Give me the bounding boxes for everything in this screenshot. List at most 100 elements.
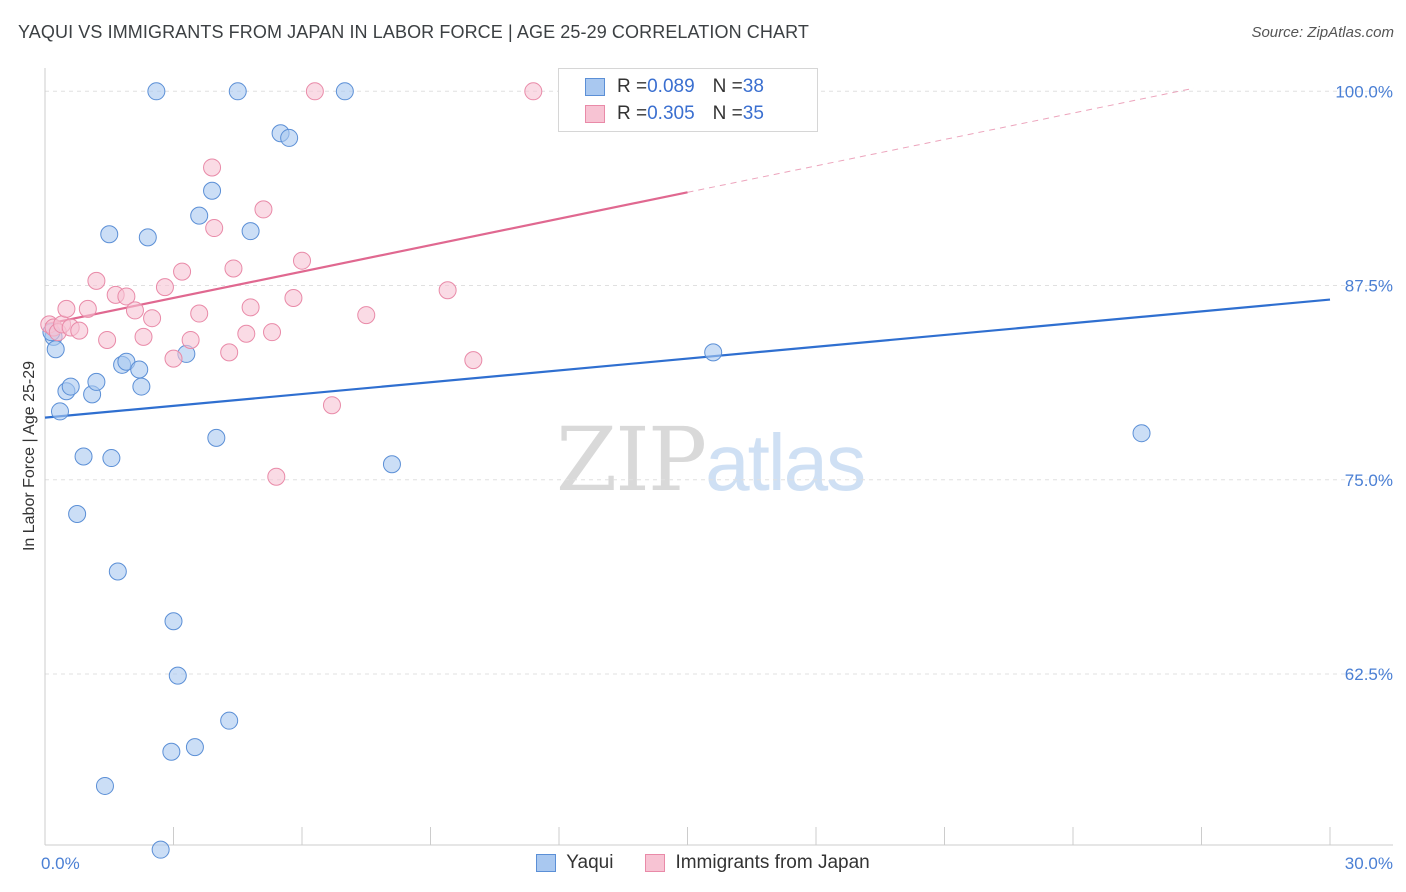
legend-r-label: R = [617,76,648,97]
legend-swatch-yaqui [585,78,605,96]
japan-point [155,278,174,297]
yaqui-point [164,612,183,631]
axes [44,68,1393,846]
legend-r-value: 0.305 [647,103,695,124]
yaqui-point [74,447,93,466]
yaqui-point [68,504,87,523]
legend-row-japan: R = 0.305 N = 35 [585,101,764,127]
japan-point [143,309,162,328]
japan-point [357,306,376,325]
y-tick-label: 75.0% [1345,471,1393,490]
japan-point [57,299,76,318]
y-tick-label: 87.5% [1345,277,1393,296]
series-legend: Yaqui Immigrants from Japan [0,852,1406,874]
japan-point [438,281,457,300]
yaqui-point [280,128,299,147]
yaqui-point [704,343,723,362]
legend-n-value: 38 [742,76,764,97]
yaqui-point [241,222,260,241]
y-tick-label: 62.5% [1345,665,1393,684]
japan-point [205,219,224,238]
yaqui-point [132,377,151,396]
yaqui-point [130,360,149,379]
series-legend-japan[interactable]: Immigrants from Japan [645,852,870,874]
yaqui-point [108,562,127,581]
y-axis-title: In Labor Force | Age 25-29 [21,361,38,551]
chart-title: YAQUI VS IMMIGRANTS FROM JAPAN IN LABOR … [18,22,809,42]
legend-r-label: R = [617,103,648,124]
series-swatch-yaqui [536,854,557,872]
yaqui-point [95,776,114,795]
yaqui-point [162,742,181,761]
japan-point [293,251,311,270]
x-tick-label: 30.0% [1345,854,1393,873]
yaqui-point [203,181,222,200]
yaqui-point [61,377,80,396]
series-label-yaqui: Yaqui [566,852,614,873]
yaqui-point [207,428,226,447]
japan-point [220,343,239,362]
trend-lines [44,87,1331,419]
yaqui-point [87,372,106,391]
japan-point [237,324,256,343]
series-label-japan: Immigrants from Japan [675,852,870,873]
x-tick-label: 0.0% [41,854,80,873]
yaqui-point [46,340,65,359]
japan-point [70,321,89,340]
data-points [40,82,1151,859]
yaqui-point [102,449,121,468]
legend-swatch-japan [585,105,605,123]
yaqui-point [382,455,401,474]
japan-point [173,262,192,281]
series-legend-yaqui[interactable]: Yaqui [536,852,613,874]
japan-point [254,200,273,219]
japan-point [190,304,209,323]
japan-point [98,330,117,349]
yaqui-point [335,82,354,101]
japan-trend-line [44,191,688,326]
yaqui-point [168,666,187,685]
legend-r-value: 0.089 [647,76,695,97]
legend-row-yaqui: R = 0.089 N = 38 [585,74,764,100]
correlation-legend: R = 0.089 N = 38 R = 0.305 N = 35 [558,68,818,132]
grid-lines [45,90,1390,675]
japan-point [87,271,106,290]
yaqui-point [228,82,247,101]
yaqui-point [50,402,69,421]
yaqui-point [185,738,204,757]
y-tick-label: 100.0% [1335,82,1393,101]
japan-point [241,298,260,317]
japan-point [181,330,200,349]
yaqui-point [190,206,209,225]
japan-point [78,299,97,318]
japan-point [224,259,243,278]
japan-point [464,351,483,370]
legend-n-value: 35 [742,103,764,124]
yaqui-point [1132,424,1151,443]
japan-point [125,301,144,320]
source-label: Source: ZipAtlas.com [1251,24,1394,41]
japan-point [267,467,286,486]
japan-point [134,327,153,346]
japan-point [284,288,303,307]
japan-point [117,287,136,306]
japan-point [203,158,222,177]
japan-trend-extension [687,87,1195,193]
japan-point [524,82,543,101]
watermark: ZIPatlas [556,408,866,511]
yaqui-trend-line [44,298,1331,419]
yaqui-point [151,840,170,859]
yaqui-point [147,82,166,101]
japan-point [263,323,282,342]
japan-point [164,349,183,368]
yaqui-point [220,711,239,730]
japan-point [305,82,324,101]
yaqui-point [138,228,157,247]
watermark-atlas: atlas [705,418,866,507]
series-swatch-japan [645,854,666,872]
watermark-zip: ZIP [556,408,707,511]
legend-n-label: N = [712,103,743,124]
tick-labels: 62.5% 75.0% 87.5% 100.0% 0.0% 30.0% [41,82,1393,873]
japan-point [322,396,341,415]
